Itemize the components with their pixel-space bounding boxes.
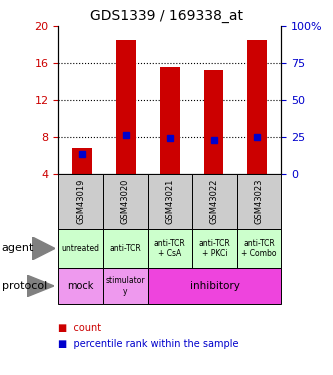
Bar xyxy=(192,229,237,268)
Bar xyxy=(103,174,148,229)
Polygon shape xyxy=(27,275,54,297)
Bar xyxy=(237,174,281,229)
Bar xyxy=(192,174,237,229)
Text: anti-TCR
+ Combo: anti-TCR + Combo xyxy=(241,239,277,258)
Bar xyxy=(73,148,92,174)
Text: anti-TCR: anti-TCR xyxy=(109,244,141,253)
Bar xyxy=(58,174,103,229)
Text: anti-TCR
+ PKCi: anti-TCR + PKCi xyxy=(198,239,230,258)
Text: untreated: untreated xyxy=(62,244,100,253)
Bar xyxy=(237,229,281,268)
Bar xyxy=(58,268,103,304)
Bar xyxy=(160,67,180,174)
Bar xyxy=(116,40,136,174)
Bar xyxy=(247,40,267,174)
Bar xyxy=(103,229,148,268)
Bar xyxy=(58,229,103,268)
Text: anti-TCR
+ CsA: anti-TCR + CsA xyxy=(154,239,186,258)
Text: mock: mock xyxy=(67,281,94,291)
Text: GSM43020: GSM43020 xyxy=(121,179,130,224)
Text: protocol: protocol xyxy=(2,281,47,291)
Text: GSM43021: GSM43021 xyxy=(165,179,174,224)
Polygon shape xyxy=(32,237,55,260)
Text: inhibitory: inhibitory xyxy=(189,281,239,291)
Text: GSM43019: GSM43019 xyxy=(76,179,85,224)
Text: GSM43023: GSM43023 xyxy=(254,179,264,224)
Bar xyxy=(103,268,148,304)
Text: agent: agent xyxy=(2,243,34,254)
Bar xyxy=(204,70,223,174)
Text: GSM43022: GSM43022 xyxy=(210,179,219,224)
Text: ■  count: ■ count xyxy=(58,322,102,333)
Bar xyxy=(148,229,192,268)
Bar xyxy=(148,174,192,229)
Text: GDS1339 / 169338_at: GDS1339 / 169338_at xyxy=(90,9,243,23)
Text: stimulator
y: stimulator y xyxy=(106,276,145,296)
Text: ■  percentile rank within the sample: ■ percentile rank within the sample xyxy=(58,339,239,350)
Bar xyxy=(148,268,281,304)
